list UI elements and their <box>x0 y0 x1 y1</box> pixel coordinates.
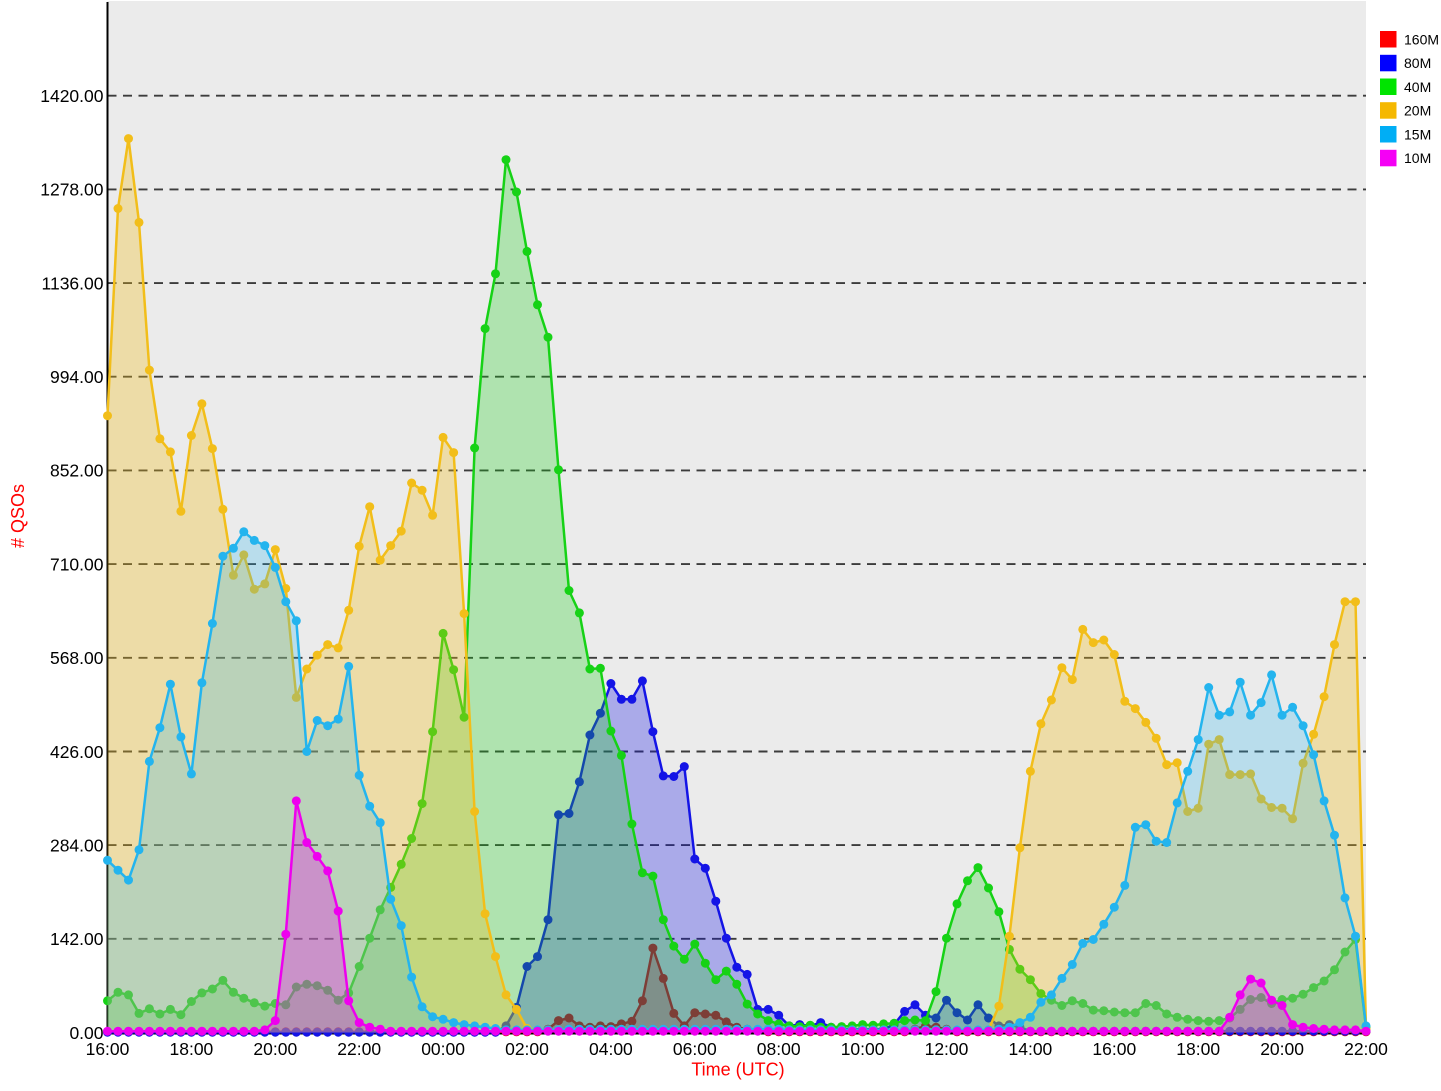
svg-text:994.00: 994.00 <box>50 367 104 387</box>
svg-text:852.00: 852.00 <box>50 461 104 481</box>
svg-text:16:00: 16:00 <box>1092 1039 1136 1059</box>
svg-text:Time (UTC): Time (UTC) <box>691 1060 784 1080</box>
svg-text:0.00: 0.00 <box>69 1023 103 1043</box>
svg-text:08:00: 08:00 <box>757 1039 801 1059</box>
svg-text:02:00: 02:00 <box>505 1039 549 1059</box>
svg-text:16:00: 16:00 <box>86 1039 130 1059</box>
svg-text:1278.00: 1278.00 <box>40 180 104 200</box>
svg-text:1420.00: 1420.00 <box>40 86 104 106</box>
svg-text:10M: 10M <box>1404 150 1431 166</box>
svg-text:80M: 80M <box>1404 55 1431 71</box>
svg-text:18:00: 18:00 <box>170 1039 214 1059</box>
svg-text:14:00: 14:00 <box>1009 1039 1053 1059</box>
svg-text:710.00: 710.00 <box>50 554 104 574</box>
svg-text:12:00: 12:00 <box>925 1039 969 1059</box>
svg-text:20:00: 20:00 <box>253 1039 297 1059</box>
svg-text:160M: 160M <box>1404 31 1439 47</box>
svg-text:20:00: 20:00 <box>1260 1039 1304 1059</box>
svg-text:1136.00: 1136.00 <box>42 273 104 293</box>
svg-text:40M: 40M <box>1404 79 1431 95</box>
svg-text:06:00: 06:00 <box>673 1039 717 1059</box>
svg-text:284.00: 284.00 <box>50 835 104 855</box>
svg-text:10:00: 10:00 <box>841 1039 885 1059</box>
svg-text:00:00: 00:00 <box>421 1039 465 1059</box>
svg-text:20M: 20M <box>1404 103 1431 119</box>
svg-text:# QSOs: # QSOs <box>8 484 28 548</box>
svg-text:568.00: 568.00 <box>50 648 104 668</box>
svg-text:22:00: 22:00 <box>1344 1039 1388 1059</box>
svg-text:22:00: 22:00 <box>337 1039 381 1059</box>
svg-text:142.00: 142.00 <box>50 929 104 949</box>
svg-text:18:00: 18:00 <box>1176 1039 1220 1059</box>
svg-text:426.00: 426.00 <box>50 742 104 762</box>
svg-text:04:00: 04:00 <box>589 1039 633 1059</box>
svg-text:15M: 15M <box>1404 126 1431 142</box>
